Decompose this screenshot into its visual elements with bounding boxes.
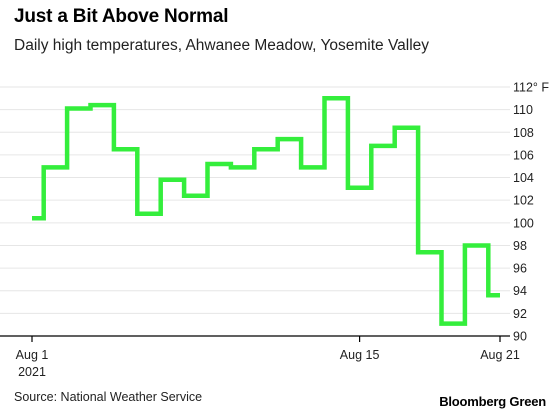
temperature-step-line (32, 96, 500, 326)
data-point (30, 216, 34, 220)
data-point (311, 165, 315, 169)
data-point (194, 194, 198, 198)
grid-lines (0, 86, 510, 314)
y-tick-label: 92 (513, 307, 527, 321)
y-axis: 112° F 110 108 106 104 102 100 98 96 94 92 90 (513, 81, 549, 344)
data-point (100, 103, 104, 107)
data-point (170, 178, 174, 182)
source-note: Source: National Weather Service (14, 390, 203, 404)
chart-subtitle: Daily high temperatures, Ahwanee Meadow,… (14, 37, 430, 54)
y-tick-label: 110 (513, 103, 533, 117)
y-tick-label: 106 (513, 148, 534, 162)
x-tick-label: Aug 21 (480, 348, 520, 362)
data-point (404, 126, 408, 130)
data-point (77, 107, 81, 111)
y-tick-label: 112° F (513, 81, 549, 95)
brand-logo: Bloomberg Green (439, 394, 546, 409)
data-point (241, 165, 245, 169)
y-tick-label: 98 (513, 239, 527, 253)
x-tick-label: Aug 15 (340, 348, 380, 362)
data-point (147, 212, 151, 216)
data-point (287, 137, 291, 141)
x-axis: Aug 1 2021 Aug 15 Aug 21 (0, 335, 520, 379)
x-tick-sublabel: 2021 (18, 365, 46, 379)
y-tick-label: 94 (513, 284, 527, 298)
data-point (475, 243, 479, 247)
data-point (217, 162, 221, 166)
data-point (451, 322, 455, 326)
y-tick-label: 104 (513, 171, 534, 185)
data-point (381, 144, 385, 148)
data-point (334, 96, 338, 100)
data-point (124, 147, 128, 151)
data-point (264, 147, 268, 151)
chart-title: Just a Bit Above Normal (14, 6, 229, 27)
y-tick-label: 108 (513, 126, 534, 140)
y-tick-label: 102 (513, 194, 534, 208)
data-point (53, 165, 57, 169)
y-tick-label: 90 (513, 330, 527, 344)
data-point (358, 186, 362, 190)
x-tick-label: Aug 1 (16, 348, 49, 362)
data-point (498, 293, 502, 297)
data-point (428, 250, 432, 254)
y-tick-label: 96 (513, 262, 527, 276)
y-tick-label: 100 (513, 216, 534, 230)
